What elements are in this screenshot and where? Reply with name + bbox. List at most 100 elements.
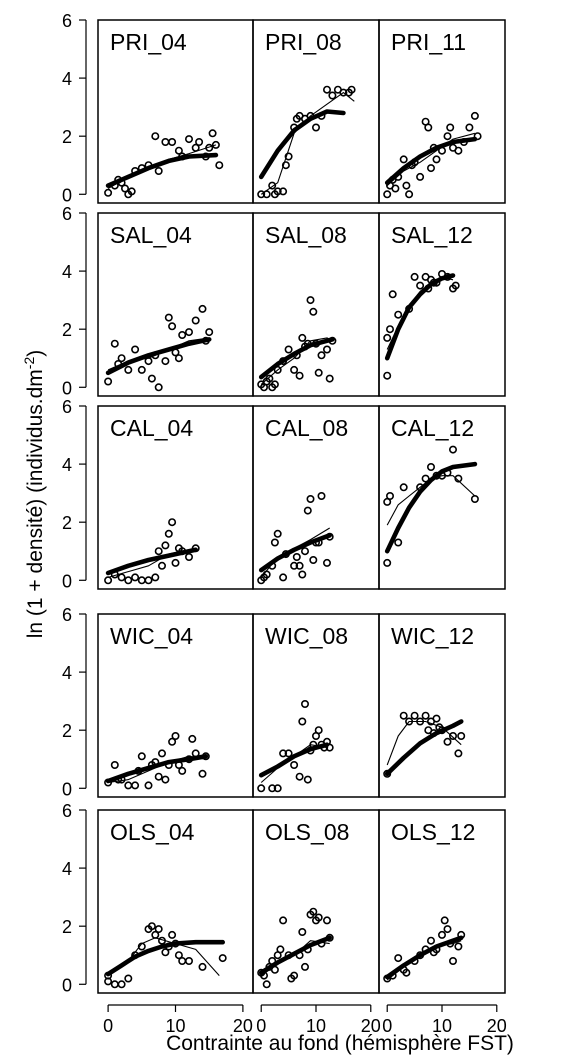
data-point bbox=[328, 336, 337, 345]
data-point bbox=[171, 348, 180, 357]
data-point bbox=[168, 737, 177, 746]
x-tick-label: 20 bbox=[487, 1016, 507, 1036]
data-point bbox=[303, 775, 312, 784]
data-point bbox=[325, 743, 334, 752]
data-point bbox=[314, 368, 323, 377]
data-point bbox=[201, 152, 210, 161]
data-point bbox=[279, 187, 288, 196]
data-point bbox=[303, 339, 312, 348]
panel-cal-04: CAL_04 bbox=[97, 405, 254, 590]
x-tick-label: 10 bbox=[306, 1016, 326, 1036]
data-point bbox=[298, 927, 307, 936]
data-point bbox=[144, 781, 153, 790]
data-point bbox=[309, 740, 318, 749]
data-point bbox=[198, 304, 207, 313]
data-point bbox=[188, 734, 197, 743]
data-point bbox=[279, 916, 288, 925]
data-point bbox=[429, 143, 438, 152]
data-point bbox=[405, 304, 414, 313]
data-point bbox=[388, 290, 397, 299]
data-point bbox=[317, 939, 326, 948]
data-point bbox=[416, 717, 425, 726]
data-point bbox=[325, 374, 334, 383]
data-point bbox=[394, 172, 403, 181]
panel-title: OLS_08 bbox=[265, 819, 349, 845]
data-point bbox=[295, 561, 304, 570]
panel-cal-12: CAL_12 bbox=[378, 405, 506, 590]
panel-frame bbox=[378, 405, 506, 590]
y-tick-label: 6 bbox=[62, 397, 72, 417]
data-point bbox=[161, 541, 170, 550]
data-point bbox=[292, 552, 301, 561]
data-point bbox=[131, 345, 140, 354]
data-point bbox=[191, 316, 200, 325]
data-point bbox=[279, 573, 288, 582]
data-point bbox=[473, 132, 482, 141]
data-point bbox=[144, 161, 153, 170]
data-point bbox=[137, 365, 146, 374]
data-point bbox=[317, 351, 326, 360]
data-point bbox=[322, 85, 331, 94]
y-tick-label: 2 bbox=[62, 320, 72, 340]
data-point bbox=[446, 939, 455, 948]
data-point bbox=[270, 965, 279, 974]
panel-sal-12: SAL_12 bbox=[378, 212, 506, 397]
data-point bbox=[185, 552, 194, 561]
data-point bbox=[273, 529, 282, 538]
data-point bbox=[171, 558, 180, 567]
data-point bbox=[270, 380, 279, 389]
y-tick-label: 6 bbox=[62, 204, 72, 224]
smooth-curve bbox=[260, 744, 328, 783]
data-point bbox=[215, 161, 224, 170]
data-point bbox=[394, 954, 403, 963]
y-axis-row-4: 0 2 4 6 bbox=[62, 605, 87, 799]
data-point bbox=[147, 374, 156, 383]
data-point bbox=[284, 152, 293, 161]
data-point bbox=[211, 140, 220, 149]
data-point bbox=[448, 956, 457, 965]
data-point bbox=[303, 506, 312, 515]
smooth-curve bbox=[260, 527, 330, 578]
panel-frame bbox=[378, 809, 506, 994]
data-point bbox=[399, 483, 408, 492]
data-point bbox=[385, 491, 394, 500]
data-point bbox=[448, 445, 457, 454]
data-point bbox=[405, 717, 414, 726]
data-point bbox=[178, 330, 187, 339]
data-point bbox=[168, 518, 177, 527]
y-tick-label: 4 bbox=[62, 859, 72, 879]
data-point bbox=[388, 971, 397, 980]
panel-title: CAL_08 bbox=[265, 415, 348, 441]
data-point bbox=[399, 711, 408, 720]
data-point bbox=[262, 190, 271, 199]
x-tick-label: 20 bbox=[233, 1016, 253, 1036]
data-point bbox=[295, 371, 304, 380]
data-point bbox=[144, 357, 153, 366]
data-point bbox=[311, 538, 320, 547]
data-point bbox=[201, 752, 210, 761]
data-point bbox=[459, 138, 468, 147]
x-tick-label: 0 bbox=[103, 1016, 113, 1036]
panel-title: SAL_12 bbox=[391, 222, 473, 248]
data-point bbox=[137, 942, 146, 951]
panel-title: PRI_04 bbox=[110, 29, 187, 55]
data-point bbox=[257, 190, 266, 199]
panel-title: CAL_12 bbox=[391, 415, 474, 441]
data-point bbox=[290, 365, 299, 374]
data-point bbox=[470, 494, 479, 503]
data-point bbox=[164, 313, 173, 322]
data-point bbox=[402, 968, 411, 977]
data-point bbox=[154, 167, 163, 176]
data-point bbox=[178, 547, 187, 556]
y-tick-label: 4 bbox=[62, 69, 72, 89]
data-point bbox=[416, 281, 425, 290]
x-axis-col-2: 0 10 20 bbox=[256, 1004, 381, 1036]
panel-frame bbox=[378, 19, 506, 204]
data-point bbox=[270, 538, 279, 547]
data-point bbox=[191, 143, 200, 152]
panel-title: SAL_08 bbox=[265, 222, 347, 248]
data-point bbox=[421, 945, 430, 954]
fitted-curve bbox=[384, 935, 464, 980]
data-point bbox=[309, 555, 318, 564]
fitted-curve bbox=[384, 136, 478, 185]
